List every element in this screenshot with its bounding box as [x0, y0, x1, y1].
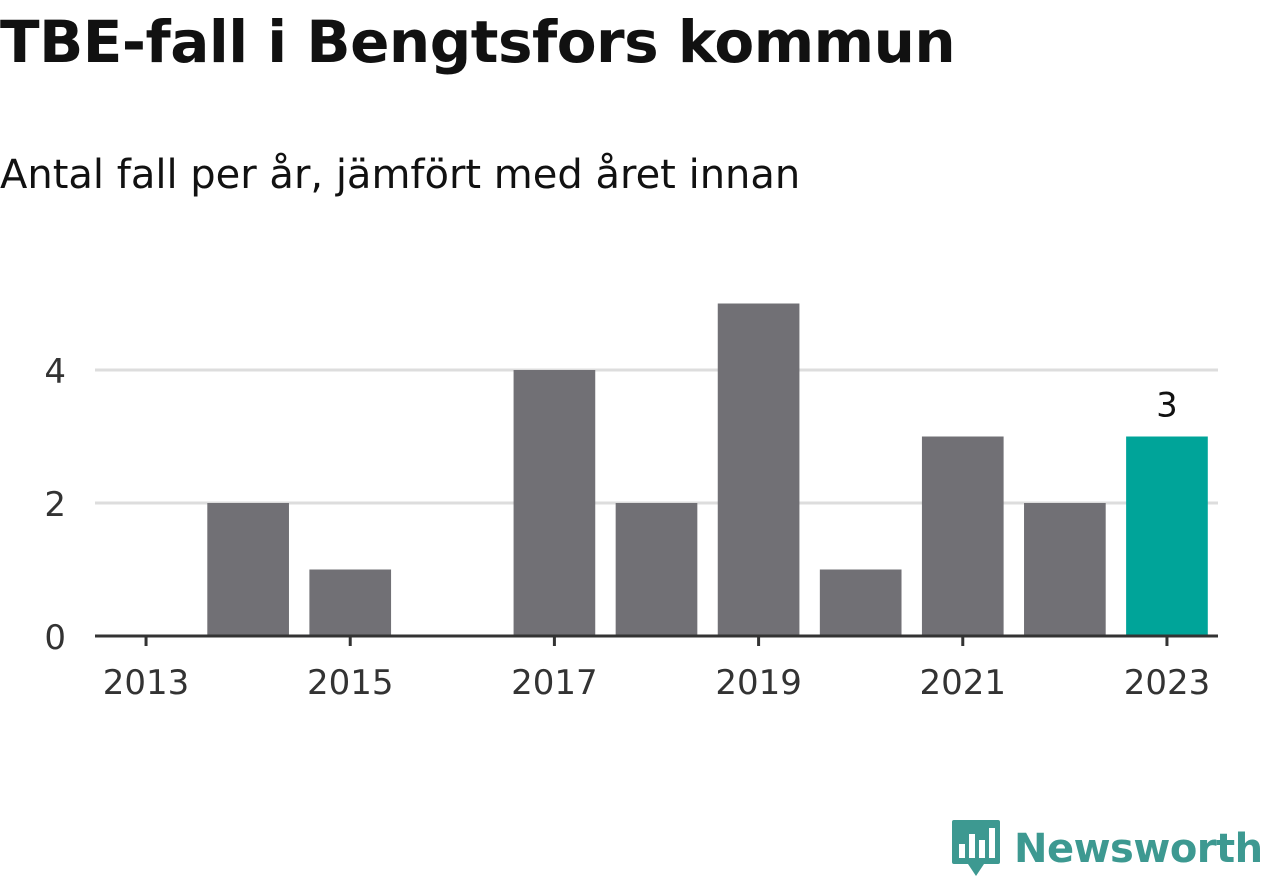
x-tick-label: 2021 — [920, 663, 1007, 703]
x-tick-label: 2015 — [307, 663, 394, 703]
y-tick-label: 2 — [44, 485, 66, 525]
bar — [819, 569, 902, 636]
bar — [309, 569, 392, 636]
chart-subtitle: Antal fall per år, jämfört med året inna… — [0, 152, 801, 198]
data-label: 3 — [1156, 386, 1178, 426]
x-tick-label: 2019 — [715, 663, 802, 703]
x-tick-label: 2017 — [511, 663, 598, 703]
chart-title: TBE-fall i Bengtsfors kommun — [0, 8, 956, 76]
newsworthy-logo-icon — [952, 820, 1000, 876]
newsworthy-logo: Newsworthy — [950, 818, 1262, 880]
y-tick-label: 0 — [44, 618, 66, 658]
bar — [717, 303, 800, 636]
bar — [207, 503, 289, 636]
x-tick-label: 2013 — [103, 663, 190, 703]
bar — [513, 370, 596, 636]
x-tick-label: 2023 — [1124, 663, 1211, 703]
bar — [1024, 503, 1106, 636]
bar — [615, 503, 698, 636]
brand-name: Newsworthy — [1014, 826, 1262, 872]
y-tick-label: 4 — [44, 352, 66, 392]
bar-highlight — [1126, 436, 1208, 636]
bar — [921, 436, 1004, 636]
